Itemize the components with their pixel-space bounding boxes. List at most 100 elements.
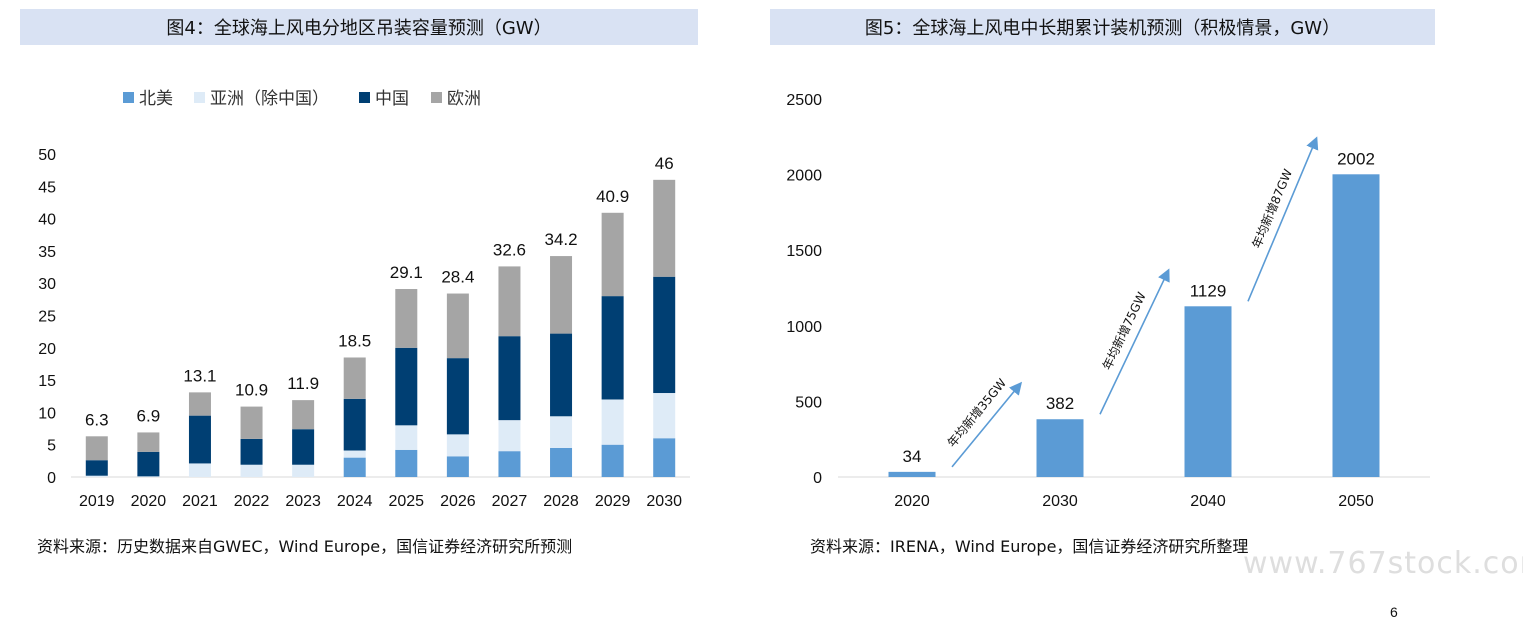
x-tick-label-2020: 2020	[131, 493, 167, 510]
y-tick-label-0: 0	[47, 470, 56, 487]
total-label-2023: 11.9	[287, 374, 319, 393]
bar-segment-2020-1	[137, 476, 160, 477]
bar-segment-2028-2	[550, 333, 573, 417]
bar-segment-2030-2	[653, 276, 676, 394]
bar-segment-2019-2	[85, 460, 108, 476]
growth-annotation-2: 年均新增87GW	[1249, 167, 1296, 251]
y-tick-label-6: 30	[38, 276, 56, 293]
x-tick-label-2023: 2023	[285, 493, 321, 510]
legend-swatch-2	[359, 92, 370, 103]
bar-segment-2024-0	[343, 457, 366, 477]
bar-segment-2030-3	[653, 179, 676, 277]
total-label-2019: 6.3	[85, 410, 109, 429]
page-number: 6	[1390, 604, 1398, 620]
right-chart-title: 图5：全球海上风电中长期累计装机预测（积极情景，GW）	[770, 9, 1435, 45]
total-label-2026: 28.4	[441, 268, 474, 287]
growth-arrow-2	[1247, 136, 1319, 302]
y-tick-label-2: 1000	[786, 319, 822, 336]
y-tick-label-3: 15	[38, 373, 56, 390]
bar-segment-2019-3	[85, 436, 108, 461]
bar-segment-2024-2	[343, 398, 366, 451]
growth-arrow-0	[951, 381, 1023, 468]
legend-label-3: 欧洲	[447, 89, 481, 109]
x-tick-label-2022: 2022	[234, 493, 270, 510]
bar-segment-2030-1	[653, 393, 676, 439]
total-label-2029: 40.9	[596, 187, 629, 206]
x-tick-label-2025: 2025	[388, 493, 424, 510]
y-tick-label-7: 35	[38, 244, 56, 261]
bar-segment-2026-1	[446, 434, 469, 457]
bar-segment-2025-2	[395, 347, 418, 426]
bar-segment-2021-2	[188, 415, 211, 464]
left-chart-source: 资料来源：历史数据来自GWEC，Wind Europe，国信证券经济研究所预测	[37, 537, 573, 556]
bar-2020	[888, 471, 936, 477]
bar-segment-2028-1	[550, 416, 573, 448]
total-label-2022: 10.9	[235, 381, 268, 400]
bar-segment-2029-1	[601, 399, 624, 445]
legend-label-2: 中国	[375, 89, 409, 109]
bar-2050	[1332, 174, 1380, 477]
x-tick-label-2026: 2026	[440, 493, 476, 510]
bar-segment-2029-2	[601, 296, 624, 400]
total-label-2027: 32.6	[493, 240, 526, 259]
x-tick-label-2030: 2030	[1042, 493, 1078, 510]
x-tick-label-2030: 2030	[646, 493, 682, 510]
bar-2040	[1184, 306, 1232, 477]
watermark: www.767stock.com	[1243, 546, 1523, 581]
bar-segment-2029-3	[601, 212, 624, 297]
legend-label-0: 北美	[139, 89, 173, 109]
y-tick-label-5: 25	[38, 309, 56, 326]
bar-2030	[1036, 419, 1084, 477]
growth-annotation-1: 年均新增75GW	[1099, 289, 1149, 372]
bar-segment-2024-1	[343, 450, 366, 458]
bar-segment-2028-3	[550, 256, 573, 334]
y-tick-label-8: 40	[38, 212, 56, 229]
y-tick-label-2: 10	[38, 405, 56, 422]
bar-segment-2027-3	[498, 266, 521, 337]
right-bar-chart: 0 500 1000 1500 2000 2500 34 2020 382 2030 1129 204…	[786, 92, 1430, 510]
total-label-2021: 13.1	[183, 366, 216, 385]
right-chart-panel: 图5：全球海上风电中长期累计装机预测（积极情景，GW） 0 500 1000 1500…	[760, 0, 1523, 619]
bar-segment-2025-3	[395, 289, 418, 348]
y-tick-label-4: 20	[38, 341, 56, 358]
x-tick-label-2024: 2024	[337, 493, 373, 510]
bar-segment-2027-1	[498, 420, 521, 452]
bar-segment-2029-0	[601, 444, 624, 477]
x-tick-label-2020: 2020	[894, 493, 930, 510]
y-tick-label-5: 2500	[786, 92, 822, 109]
x-tick-label-2021: 2021	[182, 493, 218, 510]
x-tick-label-2040: 2040	[1190, 493, 1226, 510]
bar-segment-2026-2	[446, 358, 469, 435]
bar-segment-2023-2	[292, 429, 315, 465]
value-label-2030: 382	[1046, 394, 1074, 413]
bar-segment-2025-1	[395, 425, 418, 450]
left-chart-title: 图4：全球海上风电分地区吊装容量预测（GW）	[20, 9, 698, 45]
y-tick-label-9: 45	[38, 179, 56, 196]
x-tick-label-2050: 2050	[1338, 493, 1374, 510]
growth-annotation-0: 年均新增35GW	[944, 375, 1009, 450]
bar-segment-2026-3	[446, 293, 469, 359]
bar-segment-2030-0	[653, 438, 676, 477]
growth-arrow-1	[1099, 268, 1170, 415]
bar-segment-2026-0	[446, 456, 469, 477]
y-tick-label-1: 500	[795, 394, 822, 411]
legend-swatch-1	[194, 92, 205, 103]
x-tick-label-2027: 2027	[492, 493, 528, 510]
y-tick-label-4: 2000	[786, 168, 822, 185]
bar-segment-2020-2	[137, 451, 160, 477]
legend-label-1: 亚洲（除中国）	[210, 89, 329, 109]
bar-segment-2028-0	[550, 447, 573, 477]
bar-segment-2022-1	[240, 464, 263, 477]
bar-segment-2024-3	[343, 357, 366, 399]
total-label-2030: 46	[655, 154, 674, 173]
y-tick-label-10: 50	[38, 147, 56, 164]
bar-segment-2027-0	[498, 451, 521, 477]
total-label-2020: 6.9	[137, 406, 161, 425]
bar-segment-2020-3	[137, 432, 160, 452]
value-label-2020: 34	[903, 447, 922, 466]
total-label-2028: 34.2	[544, 230, 577, 249]
y-tick-label-0: 0	[813, 470, 822, 487]
legend-swatch-3	[431, 92, 442, 103]
y-tick-label-3: 1500	[786, 243, 822, 260]
x-tick-label-2029: 2029	[595, 493, 631, 510]
